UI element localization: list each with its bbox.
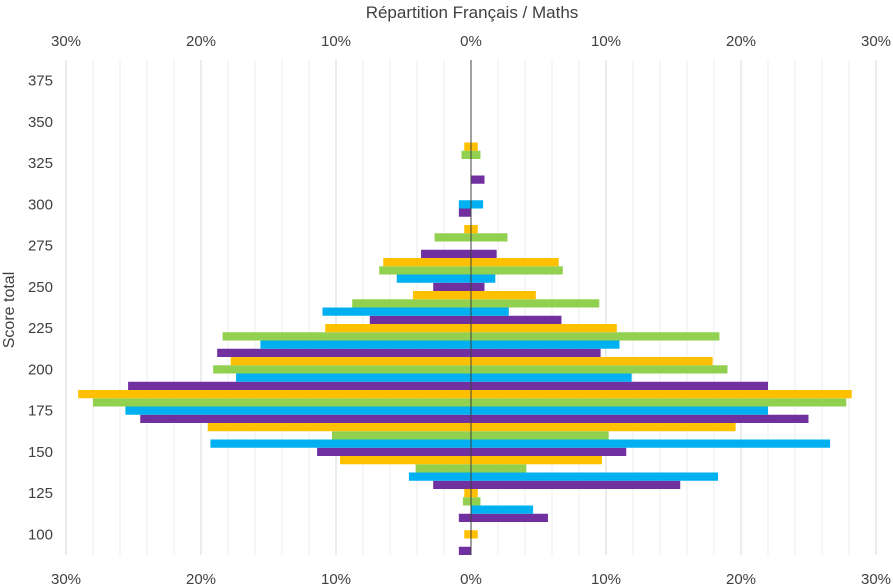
x-tick-labels-top: 30% 20% 10% 0% 10% 20% 30% (51, 33, 891, 50)
bar-score-190 (128, 381, 769, 390)
x-tick-bottom-4: 10% (591, 571, 621, 588)
x-tick-top-0: 30% (51, 33, 81, 50)
bar-score-150 (317, 447, 627, 456)
x-tick-bottom-2: 10% (321, 571, 351, 588)
y-tick-225: 225 (28, 320, 53, 337)
y-tick-375: 375 (28, 73, 53, 90)
x-tick-labels-bottom: 30% 20% 10% 0% 10% 20% 30% (51, 571, 891, 588)
bar-score-115 (471, 505, 534, 514)
x-tick-bottom-3: 0% (460, 571, 482, 588)
bar-score-315 (471, 175, 485, 184)
bar-score-135 (408, 472, 719, 481)
chart-title: Répartition Français / Maths (366, 3, 579, 22)
bar-score-90 (458, 546, 471, 555)
bar-score-155 (210, 439, 831, 448)
bar-score-215 (260, 340, 620, 349)
bar-score-160 (331, 431, 609, 440)
bars (78, 142, 852, 555)
y-tick-100: 100 (28, 526, 53, 543)
x-tick-top-5: 20% (726, 33, 756, 50)
y-tick-350: 350 (28, 114, 53, 131)
x-tick-top-2: 10% (321, 33, 351, 50)
x-tick-top-4: 10% (591, 33, 621, 50)
bar-score-195 (236, 373, 632, 382)
y-tick-175: 175 (28, 403, 53, 420)
x-tick-bottom-6: 30% (861, 571, 891, 588)
bar-score-250 (433, 282, 485, 291)
bar-score-170 (140, 414, 809, 423)
y-tick-125: 125 (28, 485, 53, 502)
x-tick-top-3: 0% (460, 33, 482, 50)
y-tick-275: 275 (28, 238, 53, 255)
bar-score-205 (230, 357, 713, 366)
bar-score-230 (369, 315, 562, 324)
y-axis-label: Score total (1, 272, 18, 348)
y-tick-300: 300 (28, 196, 53, 213)
bar-score-295 (458, 208, 471, 217)
bar-score-235 (322, 307, 509, 316)
bar-score-120 (462, 497, 481, 506)
bar-score-110 (458, 513, 548, 522)
x-tick-bottom-0: 30% (51, 571, 81, 588)
x-tick-top-1: 20% (186, 33, 216, 50)
y-tick-200: 200 (28, 361, 53, 378)
x-tick-bottom-1: 20% (186, 571, 216, 588)
bar-score-240 (352, 299, 600, 308)
x-tick-top-6: 30% (861, 33, 891, 50)
y-tick-labels: 100 125 150 175 200 225 250 275 300 325 350 375 (28, 73, 53, 544)
bar-score-130 (433, 480, 681, 489)
y-tick-250: 250 (28, 279, 53, 296)
bar-score-185 (78, 390, 852, 399)
bar-score-245 (412, 291, 536, 300)
y-tick-150: 150 (28, 444, 53, 461)
bar-score-200 (213, 365, 728, 374)
bar-score-165 (207, 423, 736, 432)
x-tick-bottom-5: 20% (726, 571, 756, 588)
bar-score-210 (217, 348, 601, 357)
bar-score-255 (396, 274, 496, 283)
bar-score-270 (421, 249, 497, 258)
bar-score-175 (125, 406, 768, 415)
bar-score-180 (93, 398, 847, 407)
y-tick-325: 325 (28, 155, 53, 172)
